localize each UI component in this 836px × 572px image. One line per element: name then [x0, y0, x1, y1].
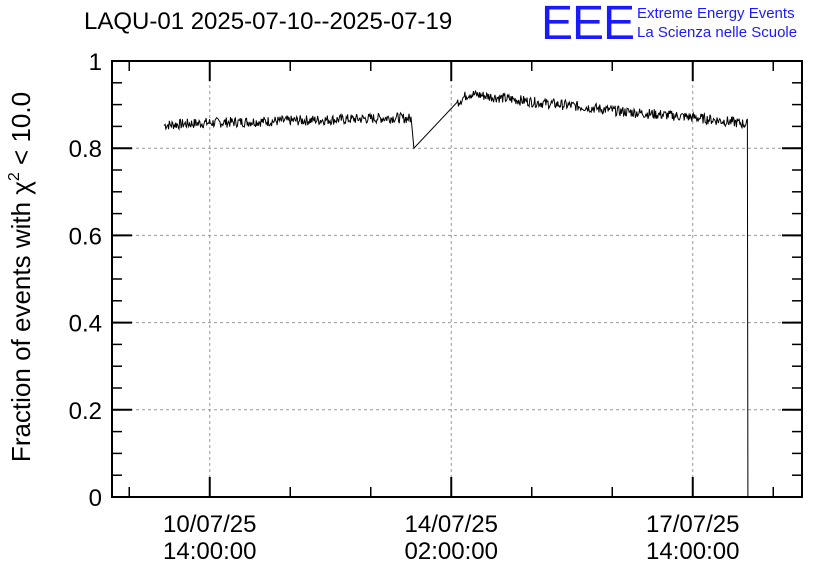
x-tick-label-time: 14:00:00	[163, 538, 256, 565]
y-tick-label: 0.8	[69, 136, 102, 163]
logo-line-2: La Scienza nelle Scuole	[637, 24, 798, 41]
eee-logo: EEE	[541, 0, 635, 50]
y-tick-label: 0	[89, 485, 102, 512]
y-axis-label-superscript: 2	[6, 172, 23, 181]
x-tick-label-date: 10/07/25	[163, 511, 256, 538]
x-tick-label-time: 14:00:00	[646, 538, 739, 565]
chart-title: LAQU-01 2025-07-10--2025-07-19	[84, 8, 453, 35]
y-tick-label: 0.6	[69, 223, 102, 250]
x-tick-label-time: 02:00:00	[405, 538, 498, 565]
eee-logo-text: Extreme Energy Events La Scienza nelle S…	[637, 4, 797, 42]
x-tick-label-date: 14/07/25	[405, 511, 498, 538]
y-axis-label: Fraction of events with χ2 < 10.0	[6, 92, 36, 462]
y-tick-label: 0.2	[69, 398, 102, 425]
y-tick-label: 0.4	[69, 311, 102, 338]
y-tick-label: 1	[89, 49, 102, 76]
axis-ticks	[112, 60, 802, 498]
y-axis-label-suffix: < 10.0	[6, 92, 36, 172]
grid-lines	[112, 61, 802, 497]
series-line	[163, 90, 749, 498]
y-tick-labels: 0 0.2 0.4 0.6 0.8 1	[69, 49, 102, 512]
y-axis-label-symbol: χ	[6, 181, 36, 195]
y-axis-label-prefix: Fraction of events with	[6, 195, 36, 462]
plot-frame	[111, 60, 803, 498]
x-tick-labels: 10/07/2514:00:0014/07/2502:00:0017/07/25…	[163, 511, 739, 565]
x-tick-label-date: 17/07/25	[646, 511, 739, 538]
logo-line-1: Extreme Energy Events	[637, 5, 795, 22]
